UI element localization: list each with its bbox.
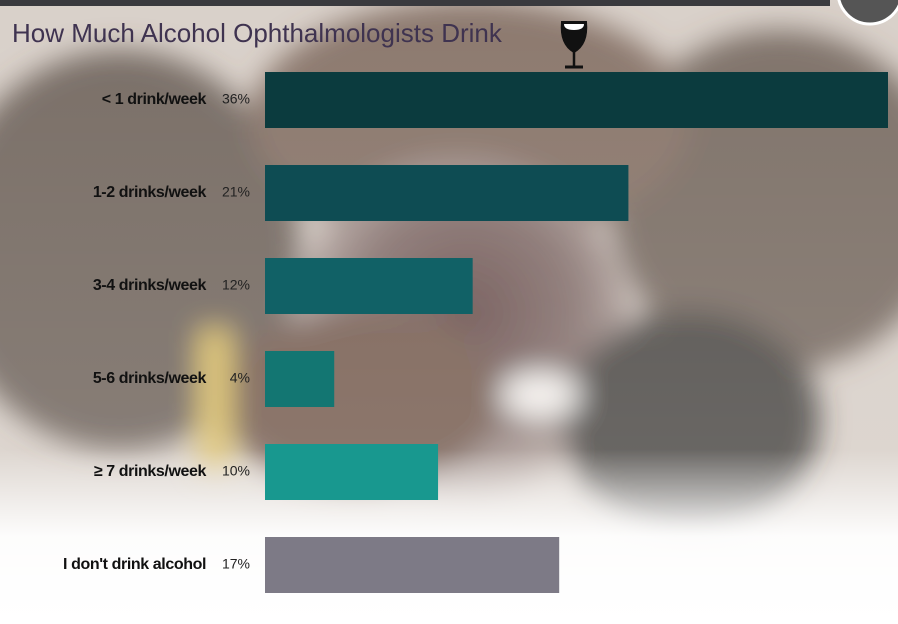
bar	[265, 72, 888, 128]
value-label: 12%	[222, 277, 250, 293]
bar	[265, 258, 473, 314]
value-label: 21%	[222, 184, 250, 200]
bar	[265, 351, 335, 407]
chart-title: How Much Alcohol Ophthalmologists Drink	[12, 18, 503, 48]
bar	[265, 444, 439, 500]
wine-icon	[560, 21, 588, 69]
value-label: 10%	[222, 463, 250, 479]
category-label: 5-6 drinks/week	[93, 370, 207, 387]
category-label: I don't drink alcohol	[63, 556, 206, 573]
category-label: 3-4 drinks/week	[93, 277, 207, 294]
value-label: 36%	[222, 91, 250, 107]
category-label: 1-2 drinks/week	[93, 184, 207, 201]
category-label: ≥ 7 drinks/week	[94, 463, 207, 480]
bar	[265, 165, 629, 221]
value-label: 4%	[230, 370, 250, 386]
category-label: < 1 drink/week	[102, 91, 207, 108]
bar	[265, 537, 560, 593]
value-label: 17%	[222, 556, 250, 572]
